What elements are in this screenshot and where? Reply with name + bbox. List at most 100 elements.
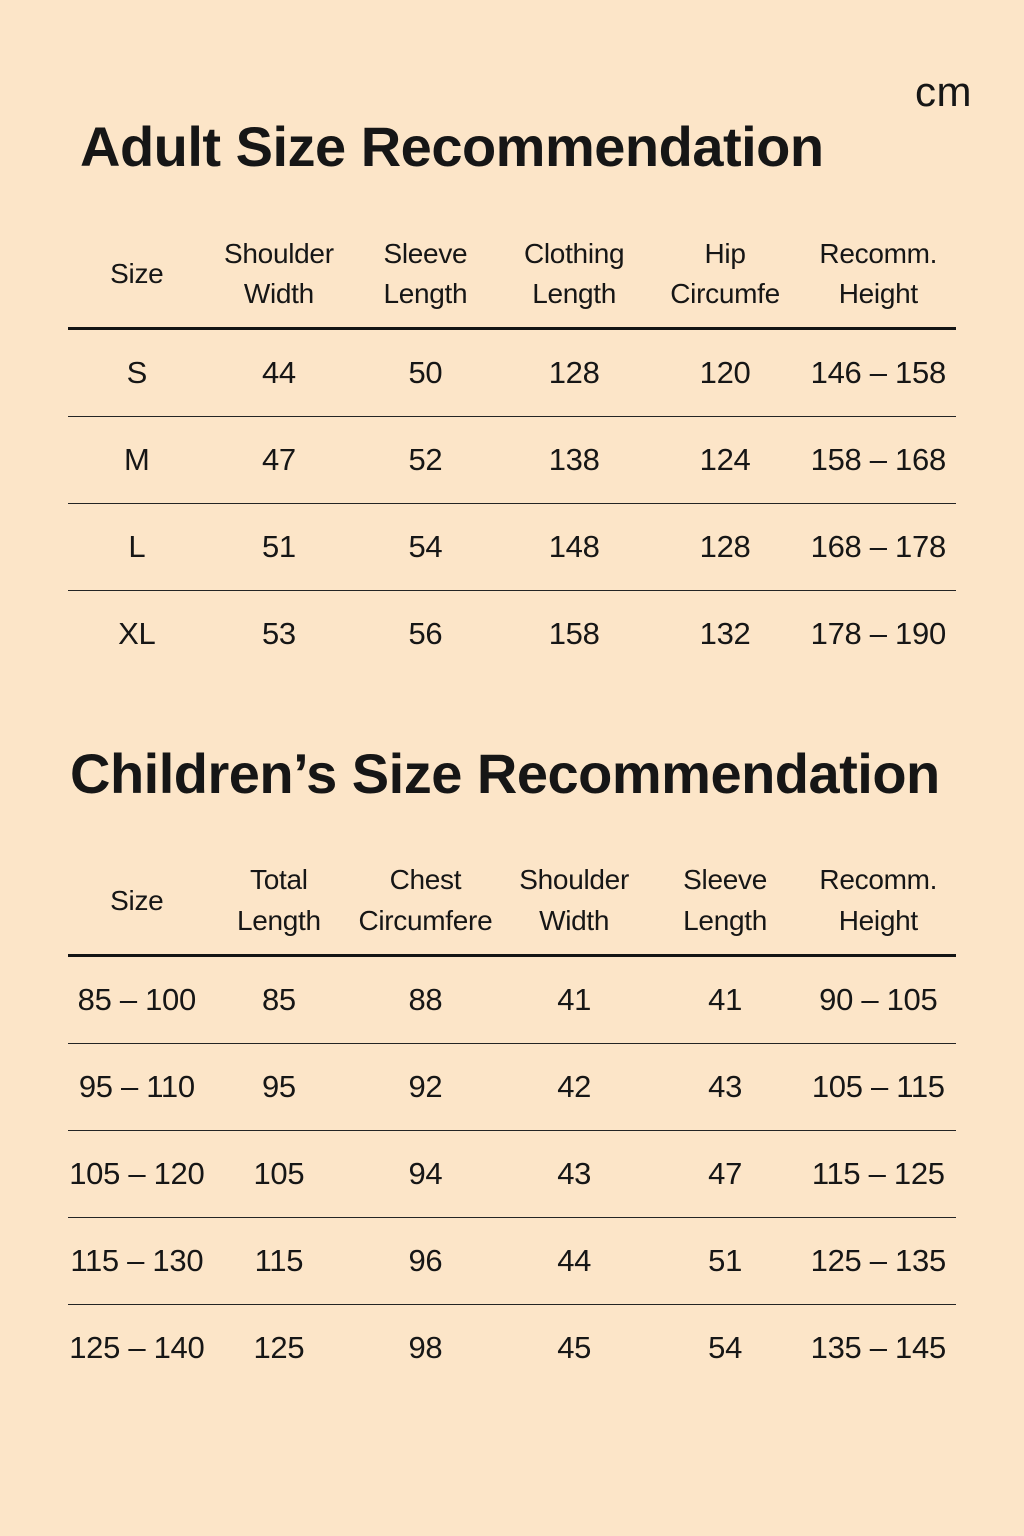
value-cell: 98: [408, 1329, 443, 1365]
value-cell: 50: [352, 328, 499, 417]
value-cell: 45: [557, 1329, 592, 1365]
value-cell: 125 – 135: [800, 1217, 956, 1305]
adult-table-header: Size Shoulder Width Sleeve Length Clothing…: [68, 227, 956, 330]
column-header-shoulder-width: Shoulder Width: [205, 227, 353, 330]
header-line: Length: [683, 904, 767, 936]
header-line: Width: [539, 904, 610, 936]
value-cell: 88: [352, 955, 499, 1044]
value-cell: 54: [708, 1329, 743, 1365]
value-cell: 43: [649, 1043, 801, 1131]
value-cell: 125: [253, 1329, 305, 1365]
value-cell: 105: [205, 1130, 353, 1218]
header-line: Height: [838, 904, 918, 936]
column-header-shoulder-width: Shoulder Width: [498, 854, 650, 957]
header-line: Total: [250, 864, 308, 896]
table-row: XL 53 56 158 132 178 – 190: [68, 590, 956, 677]
value-cell: 168 – 178: [800, 503, 956, 591]
table-row: 85 – 100 85 88 41 41 90 – 105: [68, 955, 956, 1044]
value-cell: 44: [498, 1217, 650, 1305]
size-cell: 105 – 120: [68, 1130, 206, 1218]
value-cell: 128: [649, 503, 801, 591]
table-row: 95 – 110 95 92 42 43 105 – 115: [68, 1043, 956, 1131]
header-line: Length: [532, 278, 617, 310]
value-cell: 120: [649, 328, 801, 417]
value-cell: 138: [498, 416, 650, 504]
table-row: S 44 50 128 120 146 – 158: [68, 328, 956, 417]
header-line: Sleeve: [683, 864, 767, 896]
value-cell: 95: [205, 1043, 353, 1131]
children-table-title: Children’s Size Recommendation: [70, 741, 940, 805]
size-cell: 85 – 100: [68, 955, 206, 1044]
value-cell: 51: [649, 1217, 801, 1305]
value-cell: 47: [649, 1130, 801, 1218]
column-header-size: Size: [68, 854, 206, 957]
table-row: 125 – 140 125 98 45 54 135 – 145: [68, 1304, 956, 1391]
table-row: L 51 54 148 128 168 – 178: [68, 503, 956, 591]
children-table-header: Size Total Length Chest Circumfere Shoulde…: [68, 854, 956, 957]
header-line: Width: [243, 278, 314, 310]
header-line: Clothing: [523, 237, 625, 269]
value-cell: 92: [352, 1043, 499, 1131]
value-cell: 44: [205, 328, 353, 417]
value-cell: 124: [649, 416, 801, 504]
header-line: Recomm.: [819, 237, 938, 269]
value-cell: 158: [548, 615, 600, 651]
adult-table-body: S 44 50 128 120 146 – 158 M 47 52 138 12…: [68, 328, 956, 677]
value-cell: 158 – 168: [800, 416, 956, 504]
size-cell: 95 – 110: [68, 1043, 206, 1131]
size-cell: 125 – 140: [69, 1329, 205, 1365]
value-cell: 115: [205, 1217, 353, 1305]
value-cell: 54: [352, 503, 499, 591]
header-line: Chest: [389, 864, 462, 896]
adult-table-title: Adult Size Recommendation: [80, 115, 824, 178]
value-cell: 128: [498, 328, 650, 417]
column-header-hip-circumference: Hip Circumfe: [649, 227, 801, 330]
column-header-recommended-height: Recomm. Height: [800, 227, 956, 330]
header-row: Size Total Length Chest Circumfere Shoulde…: [68, 854, 956, 957]
header-line: Circumfere: [358, 904, 493, 936]
size-cell: 115 – 130: [68, 1217, 206, 1305]
header-line: Hip: [704, 237, 746, 269]
value-cell: 132: [699, 615, 751, 651]
column-header-sleeve-length: Sleeve Length: [352, 227, 499, 330]
column-header-chest-circumference: Chest Circumfere: [352, 854, 499, 957]
table-row: M 47 52 138 124 158 – 168: [68, 416, 956, 504]
children-table-body: 85 – 100 85 88 41 41 90 – 105 95 – 110 9…: [68, 955, 956, 1391]
children-size-table: Size Total Length Chest Circumfere Shoulde…: [68, 854, 956, 1390]
table-row: 115 – 130 115 96 44 51 125 – 135: [68, 1217, 956, 1305]
size-cell: XL: [118, 615, 156, 651]
header-line: Size: [110, 884, 164, 916]
value-cell: 94: [352, 1130, 499, 1218]
value-cell: 90 – 105: [800, 955, 956, 1044]
size-cell: S: [68, 328, 206, 417]
value-cell: 115 – 125: [800, 1130, 956, 1218]
value-cell: 41: [498, 955, 650, 1044]
value-cell: 47: [205, 416, 353, 504]
header-line: Sleeve: [383, 237, 468, 269]
value-cell: 53: [261, 615, 296, 651]
value-cell: 96: [352, 1217, 499, 1305]
header-line: Length: [236, 904, 321, 936]
column-header-sleeve-length: Sleeve Length: [649, 854, 801, 957]
value-cell: 56: [408, 615, 443, 651]
value-cell: 51: [205, 503, 353, 591]
column-header-recommended-height: Recomm. Height: [800, 854, 956, 957]
value-cell: 52: [352, 416, 499, 504]
adult-size-table: Size Shoulder Width Sleeve Length Clothing…: [68, 227, 956, 677]
value-cell: 135 – 145: [810, 1329, 947, 1365]
value-cell: 85: [205, 955, 353, 1044]
unit-label: cm: [915, 68, 972, 115]
table-row: 105 – 120 105 94 43 47 115 – 125: [68, 1130, 956, 1218]
header-line: Shoulder: [519, 864, 629, 896]
header-row: Size Shoulder Width Sleeve Length Clothing…: [68, 227, 956, 330]
size-cell: M: [68, 416, 206, 504]
value-cell: 42: [498, 1043, 650, 1131]
value-cell: 105 – 115: [800, 1043, 956, 1131]
value-cell: 43: [498, 1130, 650, 1218]
header-line: Length: [383, 278, 468, 310]
size-cell: L: [68, 503, 206, 591]
header-line: Height: [838, 278, 918, 310]
column-header-size: Size: [68, 227, 206, 330]
header-line: Circumfe: [670, 278, 780, 310]
